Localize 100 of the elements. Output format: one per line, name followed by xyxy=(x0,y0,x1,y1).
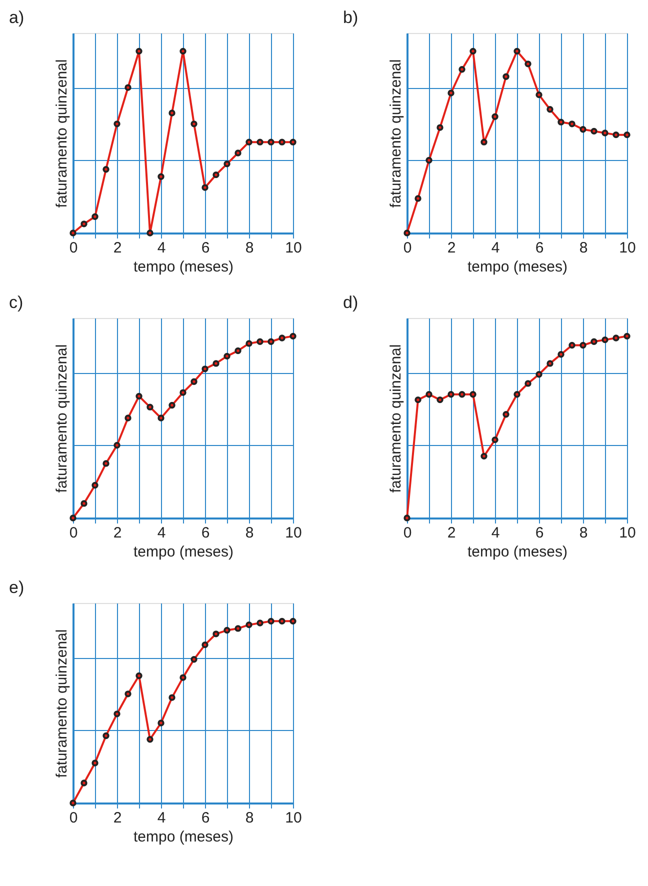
point xyxy=(136,48,142,55)
y-axis-title: faturamento quinzenal xyxy=(54,59,70,208)
point xyxy=(212,171,220,178)
x-tick-label: 0 xyxy=(403,240,412,256)
point xyxy=(124,84,132,91)
point xyxy=(146,230,154,236)
x-tick-label: 4 xyxy=(491,240,500,256)
point xyxy=(502,411,510,418)
point xyxy=(602,336,608,344)
y-axis-title: faturamento quinzenal xyxy=(388,344,404,493)
point xyxy=(470,48,476,55)
x-tick-label: 0 xyxy=(69,240,78,256)
point xyxy=(602,130,608,136)
point xyxy=(246,340,252,347)
point xyxy=(256,338,264,345)
x-axis-title: tempo (meses) xyxy=(133,544,234,560)
point xyxy=(102,460,110,467)
point xyxy=(70,514,76,522)
point xyxy=(448,90,454,96)
point xyxy=(246,621,252,628)
point xyxy=(190,378,198,385)
x-axis-title: tempo (meses) xyxy=(467,544,568,560)
point xyxy=(114,442,120,449)
x-tick-label: 10 xyxy=(285,240,302,256)
point xyxy=(536,371,542,378)
x-axis-title: tempo (meses) xyxy=(133,828,234,846)
point xyxy=(590,338,598,345)
x-tick-label: 8 xyxy=(245,810,254,826)
point xyxy=(480,138,488,146)
point xyxy=(524,380,532,387)
point xyxy=(612,334,620,342)
point xyxy=(290,332,296,340)
point xyxy=(268,338,274,345)
chart-title: c) xyxy=(9,293,24,312)
point xyxy=(180,674,186,681)
x-tick-label: 2 xyxy=(113,524,122,542)
point xyxy=(136,392,142,400)
point xyxy=(590,128,598,135)
point xyxy=(404,514,410,522)
point xyxy=(70,800,76,806)
point xyxy=(414,195,422,202)
point xyxy=(146,736,154,743)
x-tick-label: 2 xyxy=(113,810,122,826)
point xyxy=(146,404,154,410)
point xyxy=(212,630,220,638)
point xyxy=(114,710,120,718)
point xyxy=(546,106,554,113)
point xyxy=(92,482,98,489)
point xyxy=(568,342,576,349)
point xyxy=(180,389,186,396)
point xyxy=(80,500,88,507)
x-axis-title: tempo (meses) xyxy=(133,258,234,276)
point xyxy=(180,48,186,55)
point xyxy=(426,391,432,398)
x-tick-label: 10 xyxy=(285,524,302,542)
point xyxy=(480,452,488,460)
x-tick-label: 4 xyxy=(157,810,166,826)
point xyxy=(624,131,630,138)
point xyxy=(414,396,422,404)
point xyxy=(158,173,164,180)
point xyxy=(436,124,444,131)
point xyxy=(568,120,576,128)
point xyxy=(492,436,498,444)
x-tick-label: 6 xyxy=(201,524,210,542)
x-tick-label: 8 xyxy=(245,240,254,256)
point xyxy=(404,230,410,236)
x-tick-label: 4 xyxy=(157,524,166,542)
point xyxy=(102,166,110,173)
point xyxy=(268,138,274,146)
chart-title: b) xyxy=(343,8,358,27)
chart-title: a) xyxy=(9,8,24,27)
point xyxy=(278,138,286,146)
point xyxy=(224,626,230,634)
point xyxy=(290,138,296,146)
point xyxy=(234,625,242,632)
point xyxy=(448,391,454,398)
point xyxy=(190,656,198,663)
x-tick-label: 2 xyxy=(447,240,456,256)
x-tick-label: 0 xyxy=(403,524,412,542)
point xyxy=(80,780,88,786)
point xyxy=(212,360,220,367)
point xyxy=(492,113,498,120)
point xyxy=(124,414,132,422)
point xyxy=(278,618,286,625)
x-tick-label: 0 xyxy=(69,524,78,542)
point xyxy=(234,347,242,354)
point xyxy=(202,184,208,191)
point xyxy=(224,160,230,168)
x-tick-label: 4 xyxy=(157,240,166,256)
point xyxy=(136,672,142,680)
x-tick-label: 2 xyxy=(447,524,456,542)
point xyxy=(426,156,432,164)
x-tick-label: 6 xyxy=(535,524,544,542)
point xyxy=(580,126,586,133)
point xyxy=(256,138,264,146)
y-axis-title: faturamento quinzenal xyxy=(54,629,70,778)
point xyxy=(470,391,476,398)
x-tick-label: 8 xyxy=(245,524,254,542)
point xyxy=(168,402,176,409)
point xyxy=(436,396,444,404)
